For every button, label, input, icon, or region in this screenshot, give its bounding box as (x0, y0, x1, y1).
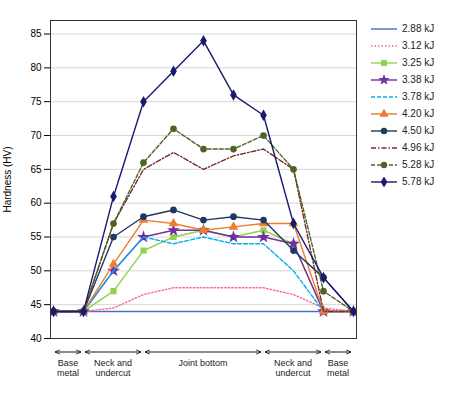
html-text:3.38 kJ: 3.38 kJ (402, 74, 435, 85)
svg-text:75: 75 (30, 96, 42, 107)
svg-text:50: 50 (30, 265, 42, 276)
svg-text:80: 80 (30, 62, 42, 73)
html-text:2.88 kJ: 2.88 kJ (402, 23, 435, 34)
html-text:3.25 kJ: 3.25 kJ (402, 57, 435, 68)
html-text:5.28 kJ: 5.28 kJ (402, 159, 435, 170)
svg-text:65: 65 (30, 164, 42, 175)
html-text:5.78 kJ: 5.78 kJ (402, 176, 435, 187)
html-text:3.78 kJ: 3.78 kJ (402, 91, 435, 102)
html-text:3.12 kJ: 3.12 kJ (402, 40, 435, 51)
html-text:4.96 kJ: 4.96 kJ (402, 142, 435, 153)
svg-text:Hardness (HV): Hardness (HV) (2, 146, 13, 212)
svg-text:Basemetal: Basemetal (327, 358, 349, 378)
svg-text:70: 70 (30, 130, 42, 141)
svg-text:40: 40 (30, 333, 42, 344)
svg-text:85: 85 (30, 28, 42, 39)
svg-text:Joint bottom: Joint bottom (178, 358, 227, 368)
svg-text:55: 55 (30, 231, 42, 242)
html-text:4.50 kJ: 4.50 kJ (402, 125, 435, 136)
svg-text:Neck andundercut: Neck andundercut (274, 358, 312, 378)
svg-text:60: 60 (30, 197, 42, 208)
svg-text:45: 45 (30, 299, 42, 310)
svg-text:Neck andundercut: Neck andundercut (94, 358, 132, 378)
html-text:4.20 kJ: 4.20 kJ (402, 108, 435, 119)
svg-text:Basemetal: Basemetal (57, 358, 79, 378)
